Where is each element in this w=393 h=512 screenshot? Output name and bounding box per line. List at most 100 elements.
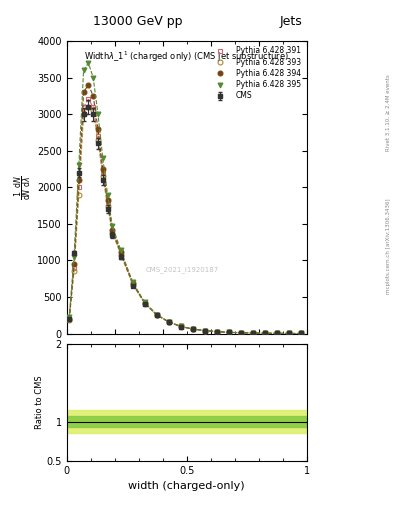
Pythia 6.428 394	[91, 93, 95, 99]
Pythia 6.428 394	[110, 227, 115, 233]
Pythia 6.428 394	[166, 319, 171, 325]
Pythia 6.428 393	[77, 191, 81, 198]
Pythia 6.428 391	[286, 330, 291, 336]
Legend: Pythia 6.428 391, Pythia 6.428 393, Pythia 6.428 394, Pythia 6.428 395, CMS: Pythia 6.428 391, Pythia 6.428 393, Pyth…	[208, 43, 304, 103]
Pythia 6.428 394	[130, 280, 135, 286]
Pythia 6.428 391	[250, 330, 255, 336]
Pythia 6.428 395	[298, 330, 303, 336]
Pythia 6.428 391	[101, 169, 105, 176]
Pythia 6.428 395	[86, 60, 91, 66]
Pythia 6.428 394	[262, 330, 267, 336]
Pythia 6.428 391	[226, 329, 231, 335]
Pythia 6.428 391	[91, 104, 95, 110]
Text: Jets: Jets	[280, 15, 303, 28]
X-axis label: width (charged-only): width (charged-only)	[129, 481, 245, 491]
Pythia 6.428 391	[178, 324, 183, 330]
Pythia 6.428 395	[250, 330, 255, 336]
Text: CMS_2021_I1920187: CMS_2021_I1920187	[145, 266, 219, 272]
Pythia 6.428 393	[81, 111, 86, 117]
Pythia 6.428 395	[178, 323, 183, 329]
Pythia 6.428 394	[105, 197, 110, 203]
Pythia 6.428 395	[101, 155, 105, 161]
Pythia 6.428 395	[262, 330, 267, 336]
Pythia 6.428 391	[166, 319, 171, 325]
Pythia 6.428 393	[72, 268, 76, 274]
Pythia 6.428 393	[250, 330, 255, 336]
Pythia 6.428 395	[238, 330, 243, 336]
Pythia 6.428 391	[77, 184, 81, 190]
Text: mcplots.cern.ch [arXiv:1306.3436]: mcplots.cern.ch [arXiv:1306.3436]	[386, 198, 391, 293]
Pythia 6.428 395	[81, 67, 86, 73]
Pythia 6.428 395	[105, 191, 110, 198]
Pythia 6.428 393	[142, 301, 147, 307]
Pythia 6.428 394	[286, 330, 291, 336]
Pythia 6.428 391	[142, 300, 147, 306]
Pythia 6.428 391	[81, 104, 86, 110]
Pythia 6.428 395	[214, 329, 219, 335]
Pythia 6.428 394	[95, 125, 100, 132]
Pythia 6.428 395	[154, 311, 159, 317]
Pythia 6.428 394	[81, 89, 86, 95]
Pythia 6.428 393	[214, 329, 219, 335]
Pythia 6.428 395	[95, 111, 100, 117]
Pythia 6.428 391	[238, 330, 243, 336]
Pythia 6.428 391	[130, 281, 135, 287]
Pythia 6.428 391	[118, 250, 123, 256]
Pythia 6.428 395	[226, 329, 231, 335]
Text: Width$\lambda\_1^1$ (charged only) (CMS jet substructure): Width$\lambda\_1^1$ (charged only) (CMS …	[84, 50, 289, 64]
Text: 13000 GeV pp: 13000 GeV pp	[93, 15, 182, 28]
Pythia 6.428 391	[214, 329, 219, 335]
Pythia 6.428 393	[154, 312, 159, 318]
Pythia 6.428 394	[238, 330, 243, 336]
Pythia 6.428 394	[77, 177, 81, 183]
Pythia 6.428 394	[142, 300, 147, 306]
Pythia 6.428 393	[226, 329, 231, 335]
Pythia 6.428 395	[110, 223, 115, 229]
Pythia 6.428 393	[101, 173, 105, 179]
Pythia 6.428 394	[154, 312, 159, 318]
Pythia 6.428 395	[77, 162, 81, 168]
Pythia 6.428 393	[178, 324, 183, 330]
Pythia 6.428 391	[262, 330, 267, 336]
Pythia 6.428 393	[166, 319, 171, 325]
Pythia 6.428 393	[105, 202, 110, 208]
Y-axis label: $\frac{1}{\mathrm{d}N}\frac{\mathrm{d}N}{\mathrm{d}\lambda}$: $\frac{1}{\mathrm{d}N}\frac{\mathrm{d}N}…	[13, 175, 35, 200]
Pythia 6.428 394	[178, 323, 183, 329]
Pythia 6.428 394	[226, 329, 231, 335]
Pythia 6.428 393	[274, 330, 279, 336]
Pythia 6.428 393	[86, 104, 91, 110]
Pythia 6.428 394	[274, 330, 279, 336]
Pythia 6.428 391	[274, 330, 279, 336]
Pythia 6.428 391	[105, 199, 110, 205]
Pythia 6.428 395	[190, 326, 195, 332]
Pythia 6.428 395	[67, 314, 72, 321]
Pythia 6.428 395	[72, 253, 76, 260]
Pythia 6.428 393	[298, 330, 303, 336]
Pythia 6.428 394	[298, 330, 303, 336]
Pythia 6.428 391	[110, 228, 115, 234]
Pythia 6.428 393	[91, 108, 95, 114]
Pythia 6.428 395	[118, 247, 123, 253]
Pythia 6.428 393	[262, 330, 267, 336]
Pythia 6.428 391	[95, 133, 100, 139]
Pythia 6.428 393	[238, 330, 243, 336]
Pythia 6.428 395	[166, 319, 171, 325]
Pythia 6.428 393	[190, 326, 195, 332]
Pythia 6.428 394	[72, 261, 76, 267]
Y-axis label: Ratio to CMS: Ratio to CMS	[35, 375, 44, 429]
Pythia 6.428 393	[110, 229, 115, 236]
Line: Pythia 6.428 394: Pythia 6.428 394	[67, 82, 303, 336]
Pythia 6.428 395	[130, 279, 135, 285]
Pythia 6.428 394	[86, 82, 91, 88]
Pythia 6.428 394	[190, 326, 195, 332]
Pythia 6.428 395	[274, 330, 279, 336]
Pythia 6.428 393	[118, 251, 123, 258]
Pythia 6.428 394	[67, 316, 72, 322]
Pythia 6.428 391	[154, 312, 159, 318]
Pythia 6.428 391	[67, 316, 72, 322]
Pythia 6.428 391	[298, 330, 303, 336]
Pythia 6.428 395	[142, 300, 147, 306]
Pythia 6.428 395	[286, 330, 291, 336]
Line: Pythia 6.428 393: Pythia 6.428 393	[67, 104, 303, 336]
Pythia 6.428 393	[286, 330, 291, 336]
